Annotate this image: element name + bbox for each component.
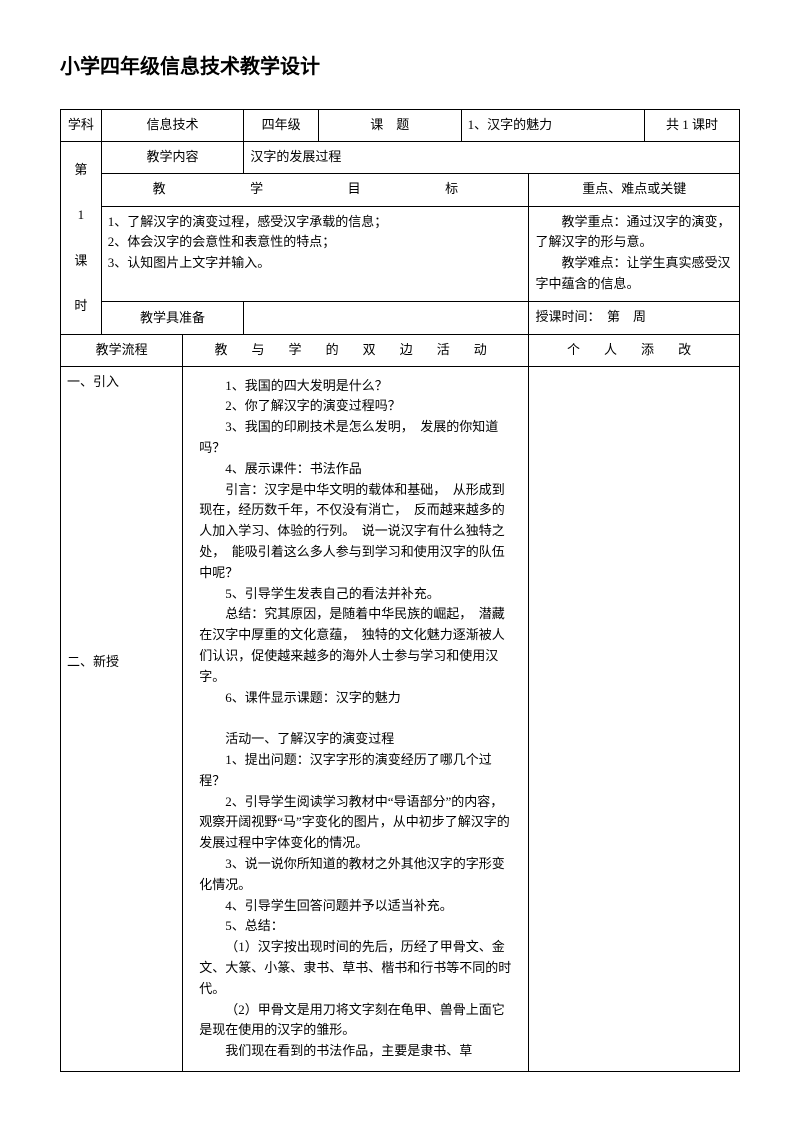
topic-label: 课 题	[319, 110, 462, 142]
subject-value: 信息技术	[101, 110, 244, 142]
phase-col: 一、引入 二、新授	[61, 366, 183, 1071]
tools-value	[244, 302, 529, 334]
subject-label: 学科	[61, 110, 102, 142]
phase-intro: 一、引入	[67, 372, 176, 393]
activity-body: 1、我国的四大发明是什么？2、你了解汉字的演变过程吗？3、我国的印刷技术是怎么发…	[183, 366, 529, 1071]
keypoints-header: 重点、难点或关键	[529, 174, 740, 206]
topic-value: 1、汉字的魅力	[461, 110, 644, 142]
activity-line: 5、总结：	[199, 916, 512, 937]
notes-col	[529, 366, 740, 1071]
period-value: 共 1 课时	[644, 110, 739, 142]
lesson-plan-table: 学科 信息技术 四年级 课 题 1、汉字的魅力 共 1 课时 第 1 课 时 教…	[60, 109, 740, 1072]
tools-label: 教学具准备	[101, 302, 244, 334]
page-title: 小学四年级信息技术教学设计	[60, 50, 740, 79]
activity-line	[199, 708, 512, 729]
phase-new: 二、新授	[67, 652, 176, 673]
activity-line: 5、引导学生发表自己的看法并补充。	[199, 584, 512, 605]
activity-line: 2、引导学生阅读学习教材中“导语部分”的内容，观察开阔视野“马”字变化的图片，从…	[199, 792, 512, 854]
activity-line: 活动一、了解汉字的演变过程	[199, 729, 512, 750]
objectives-cell: 1、了解汉字的演变过程，感受汉字承载的信息； 2、体会汉字的会意性和表意性的特点…	[101, 206, 529, 302]
activity-line: （2）甲骨文是用刀将文字刻在龟甲、兽骨上面它是现在使用的汉字的雏形。	[199, 1000, 512, 1042]
lesson-number-col: 第 1 课 时	[61, 141, 102, 334]
activity-line: 总结：究其原因，是随着中华民族的崛起， 潜藏在汉字中厚重的文化意蕴， 独特的文化…	[199, 604, 512, 687]
lesson-char-3: 课	[67, 238, 95, 284]
objectives-header: 教 学 目 标	[101, 174, 529, 206]
grade-value: 四年级	[244, 110, 319, 142]
lesson-char-2: 1	[67, 192, 95, 238]
activity-line: 4、引导学生回答问题并予以适当补充。	[199, 896, 512, 917]
activity-line: 6、课件显示课题：汉字的魅力	[199, 688, 512, 709]
header-row: 学科 信息技术 四年级 课 题 1、汉字的魅力 共 1 课时	[61, 110, 740, 142]
time-label: 授课时间： 第 周	[529, 302, 740, 334]
activity-line: 3、说一说你所知道的教材之外其他汉字的字形变化情况。	[199, 854, 512, 896]
activity-header: 教 与 学 的 双 边 活 动	[183, 334, 529, 366]
flow-header: 教学流程	[61, 334, 183, 366]
notes-header: 个 人 添 改	[529, 334, 740, 366]
activity-line: （1）汉字按出现时间的先后，历经了甲骨文、金文、大篆、小篆、隶书、草书、楷书和行…	[199, 937, 512, 999]
keypoints-cell: 教学重点：通过汉字的演变，了解汉字的形与意。 教学难点：让学生真实感受汉字中蕴含…	[529, 206, 740, 302]
lesson-char-4: 时	[67, 283, 95, 329]
content-label: 教学内容	[101, 141, 244, 173]
activity-line: 4、展示课件：书法作品	[199, 459, 512, 480]
content-value: 汉字的发展过程	[244, 141, 740, 173]
lesson-char-1: 第	[67, 147, 95, 193]
activity-line: 3、我国的印刷技术是怎么发明， 发展的你知道吗？	[199, 417, 512, 459]
activity-line: 2、你了解汉字的演变过程吗？	[199, 396, 512, 417]
activity-line: 1、我国的四大发明是什么？	[199, 376, 512, 397]
activity-line: 引言：汉字是中华文明的载体和基础， 从形成到现在，经历数千年，不仅没有消亡， 反…	[199, 480, 512, 584]
activity-line: 我们现在看到的书法作品，主要是隶书、草	[199, 1041, 512, 1062]
activity-line: 1、提出问题：汉字字形的演变经历了哪几个过程？	[199, 750, 512, 792]
